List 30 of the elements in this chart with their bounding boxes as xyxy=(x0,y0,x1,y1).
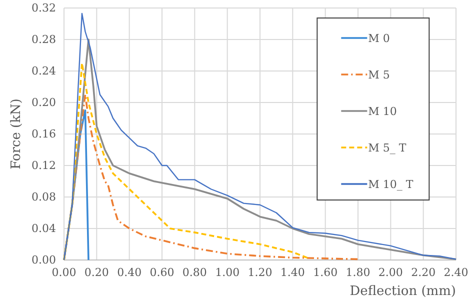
legend-label: M 0 xyxy=(368,32,390,45)
x-tick-label: 0.60 xyxy=(150,266,174,279)
x-tick-label: 1.40 xyxy=(280,266,305,279)
legend-label: M 5_ T xyxy=(368,142,407,154)
legend-label: M 5 xyxy=(368,68,390,82)
y-tick-label: 0.08 xyxy=(32,190,56,204)
x-tick-label: 0.80 xyxy=(182,266,207,279)
y-tick-label: 0.00 xyxy=(32,254,56,267)
x-tick-label: 1.60 xyxy=(313,266,338,279)
x-tick-label: 1.20 xyxy=(248,266,272,279)
x-tick-label: 0.00 xyxy=(52,266,76,279)
y-tick-label: 0.24 xyxy=(32,64,56,78)
x-tick-label: 2.00 xyxy=(378,266,403,279)
y-tick-label: 0.28 xyxy=(32,33,56,46)
y-tick-label: 0.04 xyxy=(32,222,56,236)
x-tick-label: 1.00 xyxy=(215,266,240,279)
y-tick-label: 0.32 xyxy=(32,2,56,15)
y-tick-label: 0.12 xyxy=(32,159,56,172)
x-tick-label: 2.40 xyxy=(444,266,468,279)
y-tick-label: 0.16 xyxy=(32,128,56,141)
y-tick-label: 0.20 xyxy=(32,96,56,110)
y-axis-title: Force (kN) xyxy=(9,98,24,170)
x-axis-title: Deflection (mm) xyxy=(350,284,456,299)
x-tick-label: 1.80 xyxy=(346,266,370,279)
legend-label: M 10 xyxy=(368,105,397,118)
line-series xyxy=(63,62,310,261)
x-tick-label: 2.20 xyxy=(411,266,436,279)
x-tick-label: 0.40 xyxy=(117,266,142,279)
x-tick-label: 0.20 xyxy=(84,266,109,279)
legend-label: M 10_ T xyxy=(368,178,414,191)
